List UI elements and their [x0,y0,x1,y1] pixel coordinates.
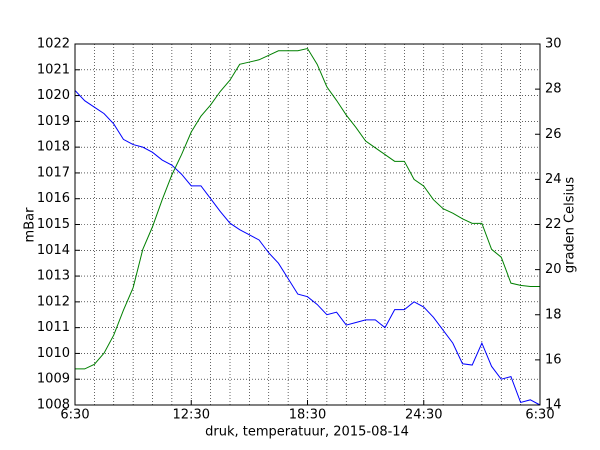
y-tick-label: 1012 [37,294,70,309]
x-tick-label: 24:30 [405,408,442,423]
y-tick-label: 1021 [37,62,70,77]
y-axis-label: mBar [23,207,38,243]
y-tick-label: 1019 [37,114,70,129]
y-tick-label: 1016 [37,191,70,206]
data-line [74,90,541,406]
y-tick-label: 1008 [37,398,70,413]
plot-frame [74,43,541,406]
y-tick-label: 1017 [37,165,70,180]
y-tick-label: 1014 [37,243,70,258]
y2-tick-label: 22 [545,217,562,232]
x-tick-label: 18:30 [289,408,326,423]
x-tick-label: 6:30 [525,408,554,423]
data-line [75,47,540,370]
y2-tick-label: 30 [545,37,562,52]
x-tick-label: 12:30 [173,408,210,423]
y-tick-label: 1018 [37,140,70,155]
y-tick-label: 1022 [37,37,70,52]
y2-tick-label: 24 [545,172,562,187]
y-tick-label: 1010 [37,346,70,361]
y-tick-label: 1020 [37,88,70,103]
y2-tick-label: 20 [545,262,562,277]
y2-tick-label: 14 [545,398,562,413]
y2-tick-label: 18 [545,307,562,322]
y2-tick-label: 16 [545,352,562,367]
y-tick-label: 1009 [37,372,70,387]
y-tick-label: 1013 [37,269,70,284]
y2-axis-label: graden Celsius [563,177,578,273]
x-tick-label: 6:30 [60,408,89,423]
y-tick-label: 1015 [37,217,70,232]
y2-tick-label: 26 [545,127,562,142]
y-tick-label: 1011 [37,320,70,335]
x-axis-label: druk, temperatuur, 2015-08-14 [205,425,409,440]
y2-tick-label: 28 [545,82,562,97]
